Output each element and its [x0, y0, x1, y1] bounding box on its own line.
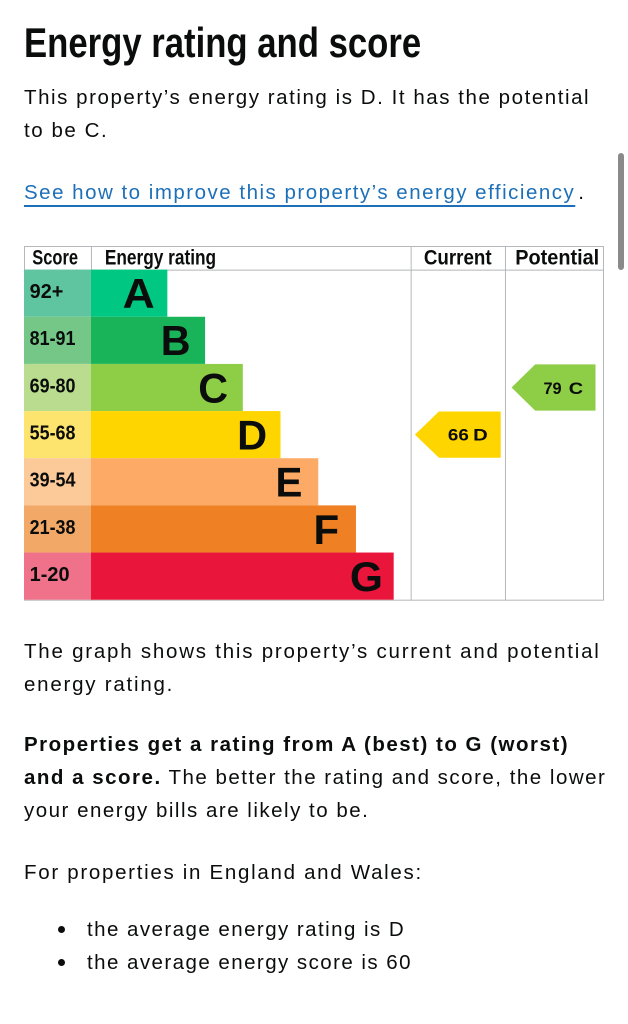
svg-text:66: 66	[448, 427, 469, 445]
svg-text:E: E	[275, 459, 302, 506]
svg-text:D: D	[237, 411, 267, 458]
svg-text:G: G	[350, 553, 383, 600]
svg-text:C: C	[198, 364, 228, 411]
svg-text:D: D	[473, 427, 488, 445]
svg-text:Current: Current	[424, 247, 492, 270]
svg-text:81-91: 81-91	[30, 328, 76, 350]
svg-text:55-68: 55-68	[30, 423, 76, 445]
svg-text:C: C	[569, 380, 583, 398]
svg-text:Potential: Potential	[515, 247, 599, 270]
svg-text:Energy rating: Energy rating	[105, 247, 216, 270]
svg-text:69-80: 69-80	[30, 375, 76, 397]
svg-text:92+: 92+	[30, 281, 64, 303]
svg-text:Score: Score	[32, 247, 78, 270]
svg-text:A: A	[123, 270, 155, 317]
svg-text:1-20: 1-20	[30, 564, 70, 586]
svg-text:F: F	[314, 506, 340, 553]
svg-text:79: 79	[543, 380, 561, 398]
svg-text:B: B	[161, 317, 191, 364]
svg-text:39-54: 39-54	[30, 470, 76, 492]
svg-text:21-38: 21-38	[30, 517, 76, 539]
